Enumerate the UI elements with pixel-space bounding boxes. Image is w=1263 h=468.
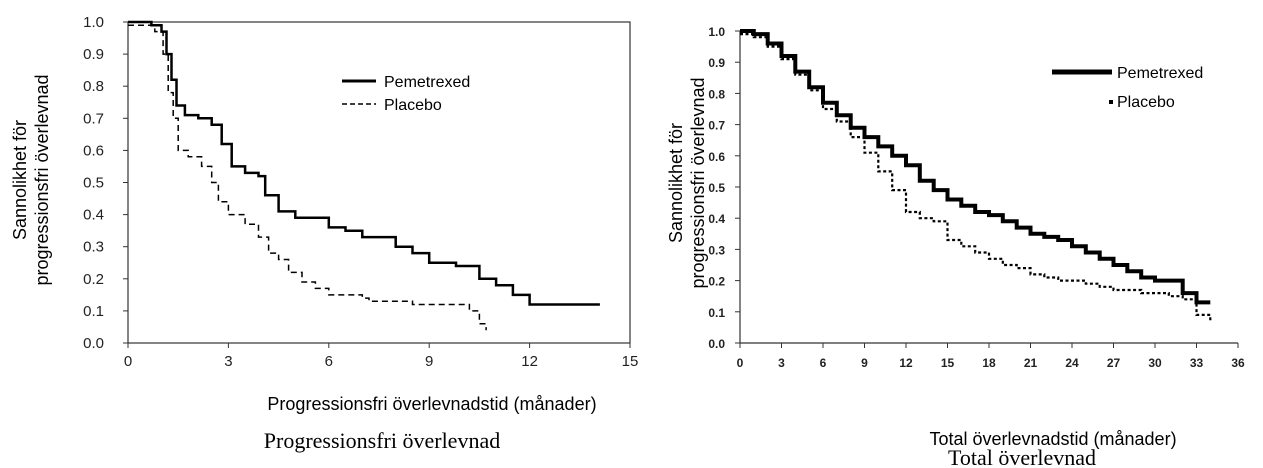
pfs-legend-label-placebo: Placebo	[384, 97, 442, 114]
os-x-tick-label: 18	[982, 356, 996, 370]
pfs-caption: Progressionsfri överlevnad	[264, 428, 500, 453]
pfs-xlabel: Progressionsfri överlevnadstid (månader)	[267, 394, 596, 414]
pfs-ylabel-line-1: Sannolikhet för	[10, 120, 30, 240]
os-x-tick-label: 36	[1231, 356, 1245, 370]
pfs-series-placebo	[128, 24, 487, 331]
os-y-tick-label: 0.8	[708, 87, 725, 101]
pfs-y-tick-label: 1.0	[83, 14, 104, 31]
pfs-plot: 0 3 6 9 12 15 0.0 0.1 0.2 0.3 0.4 0.5 0.6 0.7 0.8 0.9 1.…	[83, 14, 638, 370]
pfs-x-tick-label: 3	[224, 353, 232, 370]
os-y-tick-label: 0.5	[708, 181, 725, 195]
pfs-y-tick-label: 0.6	[83, 142, 104, 159]
os-y-tick-label: 0.6	[708, 150, 725, 164]
os-y-tick-label: 0.7	[708, 119, 725, 133]
pfs-y-tick-label: 0.7	[83, 110, 104, 127]
pfs-legend-label-pemetrexed: Pemetrexed	[384, 74, 470, 91]
pfs-x-tick-label: 9	[425, 353, 433, 370]
os-x-tick-label: 27	[1107, 356, 1121, 370]
pfs-x-tick-label: 12	[521, 353, 538, 370]
os-y-tick-label: 0.1	[708, 306, 725, 320]
pfs-x-tick-label: 0	[124, 353, 132, 370]
os-chart: Sannolikhet för progressionsfri överlevn…	[666, 25, 1245, 468]
os-ylabel-line-1: Sannolikhet för	[666, 123, 686, 243]
os-y-tick-label: 0.4	[708, 212, 725, 226]
os-y-tick-label: 0.0	[708, 337, 725, 351]
os-ylabel-line-2: progressionsfri överlevnad	[688, 77, 708, 288]
pfs-y-tick-label: 0.8	[83, 78, 104, 95]
os-caption: Total överlevnad	[948, 445, 1096, 468]
os-x-tick-label: 21	[1024, 356, 1038, 370]
pfs-plot-frame	[127, 21, 631, 344]
os-x-tick-label: 15	[941, 356, 955, 370]
os-legend-label-pemetrexed: Pemetrexed	[1117, 65, 1203, 82]
os-x-tick-label: 6	[820, 356, 827, 370]
os-y-tick-label: 0.3	[708, 243, 725, 257]
pfs-y-tick-label: 0.1	[83, 303, 104, 320]
os-series-placebo	[740, 33, 1212, 322]
os-x-tick-label: 9	[861, 356, 868, 370]
pfs-series-pemetrexed	[128, 20, 600, 306]
os-x-tick-label: 24	[1065, 356, 1079, 370]
os-x-tick-label: 3	[778, 356, 785, 370]
pfs-y-tick-label: 0.0	[83, 335, 104, 352]
os-xlabel: Total överlevnadstid (månader)	[929, 429, 1176, 449]
os-y-tick-label: 1.0	[708, 25, 725, 39]
pfs-x-tick-label: 15	[622, 353, 639, 370]
os-plot: 0 3 6 9 12 15 18 21 24 27 30 33 360.00.10.20.30.40.5…	[708, 25, 1245, 370]
os-x-tick-label: 33	[1190, 356, 1204, 370]
os-legend: Pemetrexed Placebo	[1052, 65, 1203, 111]
pfs-x-tick-label: 6	[325, 353, 333, 370]
os-legend-label-placebo: Placebo	[1117, 94, 1175, 111]
os-y-tick-label: 0.9	[708, 56, 725, 70]
os-y-tick-label: 0.2	[708, 275, 725, 289]
pfs-legend: Pemetrexed Placebo	[342, 74, 470, 114]
pfs-y-tick-label: 0.4	[83, 207, 104, 224]
pfs-y-tick-label: 0.5	[83, 175, 104, 192]
pfs-y-tick-label: 0.9	[83, 46, 104, 63]
pfs-y-tick-label: 0.3	[83, 239, 104, 256]
os-ylabel: Sannolikhet för progressionsfri överlevn…	[666, 77, 708, 288]
os-legend-swatch-placebo	[1109, 100, 1113, 104]
pfs-ylabel-line-2: progressionsfri överlevnad	[32, 74, 52, 285]
os-x-tick-label: 30	[1148, 356, 1162, 370]
pfs-y-tick-label: 0.2	[83, 271, 104, 288]
os-series-pemetrexed	[740, 29, 1211, 305]
pfs-ylabel: Sannolikhet för progressionsfri överlevn…	[10, 74, 52, 285]
pfs-chart: Sannolikhet för progressionsfri överlevn…	[10, 14, 638, 453]
os-x-tick-label: 12	[899, 356, 913, 370]
os-x-tick-label: 0	[737, 356, 744, 370]
